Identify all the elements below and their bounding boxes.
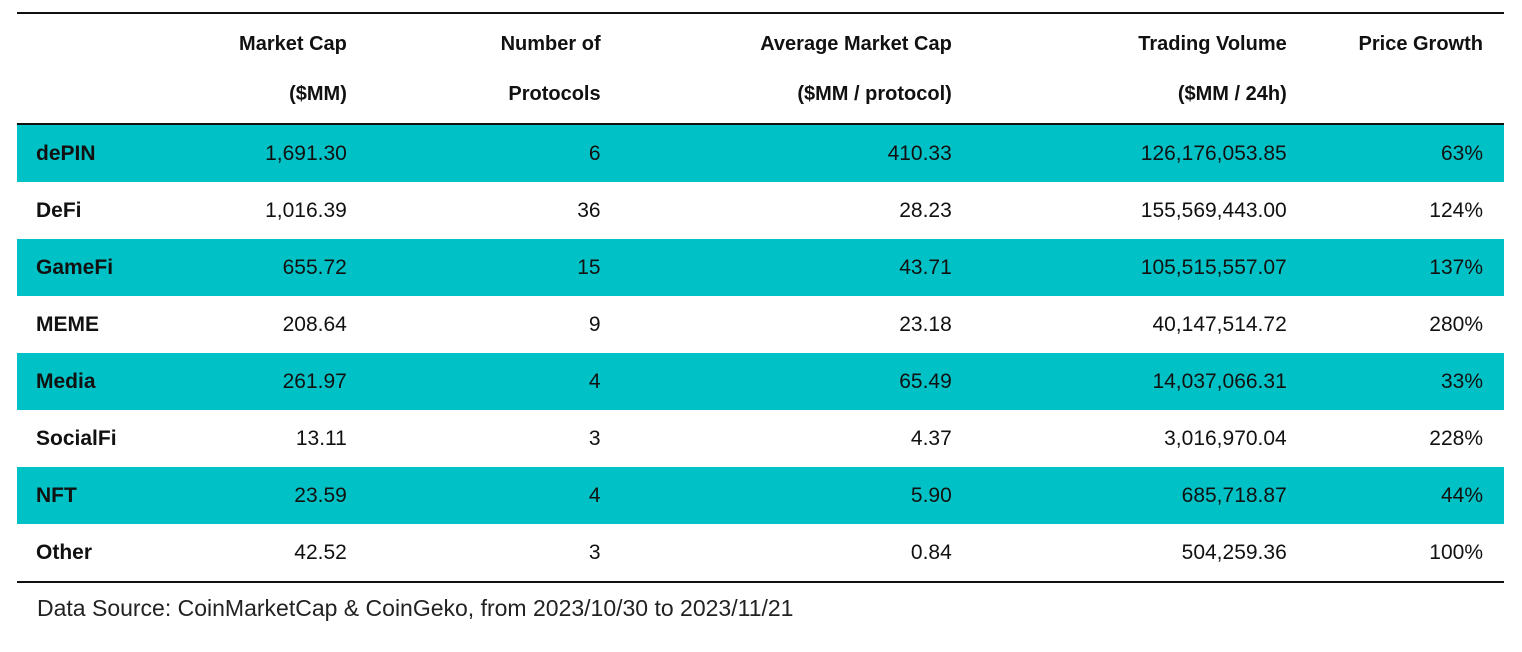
cell-protocols: 36 — [577, 198, 601, 222]
cell-avg-market-cap: 23.18 — [899, 312, 952, 336]
cell-market-cap: 261.97 — [179, 353, 347, 410]
header-line: Average Market Cap — [760, 33, 952, 55]
cell-trading-volume: 40,147,514.72 — [1152, 312, 1287, 336]
cell-avg-market-cap: 4.37 — [910, 426, 952, 450]
cell-avg-market-cap: 410.33 — [600, 124, 952, 182]
cell-price-growth: 124% — [1429, 198, 1483, 222]
header-line: Market Cap — [239, 33, 347, 55]
crypto-sector-table-container: Market Cap ($MM) Number of Protocols Ave… — [17, 12, 1504, 583]
cell-protocols: 15 — [346, 239, 601, 296]
header-protocols: Number of Protocols — [347, 13, 601, 124]
cell-price-growth: 280% — [1429, 312, 1483, 336]
cell-price-growth: 228% — [1429, 426, 1483, 450]
header-line: ($MM) — [289, 83, 347, 105]
cell-trading-volume: 504,259.36 — [1181, 540, 1287, 564]
cell-protocols: 3 — [588, 426, 601, 450]
header-line: Protocols — [508, 83, 601, 105]
cell-protocols: 6 — [346, 124, 601, 182]
table-row: DeFi 1,016.39 36 28.23 155,569,443.00 12… — [17, 182, 1504, 239]
cell-trading-volume: 685,718.87 — [951, 467, 1287, 524]
cell-category: Other — [36, 540, 93, 564]
header-line: Price Growth — [1358, 33, 1483, 55]
table-row: dePIN 1,691.30 6 410.33 126,176,053.85 6… — [17, 124, 1504, 182]
table-row: SocialFi 13.11 3 4.37 3,016,970.04 228% — [17, 410, 1504, 467]
header-line: Trading Volume — [1138, 33, 1287, 55]
cell-trading-volume: 126,176,053.85 — [951, 124, 1287, 182]
cell-price-growth: 137% — [1286, 239, 1504, 296]
cell-price-growth: 63% — [1286, 124, 1504, 182]
header-avg-market-cap: Average Market Cap ($MM / protocol) — [601, 13, 952, 124]
header-category — [17, 13, 179, 124]
table-row: Media 261.97 4 65.49 14,037,066.31 33% — [17, 353, 1504, 410]
cell-category: DeFi — [36, 198, 82, 222]
header-line: ($MM / 24h) — [1177, 83, 1287, 105]
cell-trading-volume: 105,515,557.07 — [951, 239, 1287, 296]
cell-market-cap: 1,016.39 — [265, 198, 347, 222]
cell-trading-volume: 155,569,443.00 — [1140, 198, 1287, 222]
cell-category: SocialFi — [36, 426, 117, 450]
cell-avg-market-cap: 43.71 — [600, 239, 952, 296]
cell-market-cap: 13.11 — [295, 426, 347, 450]
cell-market-cap: 42.52 — [294, 540, 347, 564]
header-trading-volume: Trading Volume ($MM / 24h) — [952, 13, 1287, 124]
header-line: Number of — [500, 33, 601, 55]
cell-avg-market-cap: 5.90 — [600, 467, 952, 524]
cell-market-cap: 1,691.30 — [179, 124, 347, 182]
table-row: Other 42.52 3 0.84 504,259.36 100% — [17, 524, 1504, 582]
cell-protocols: 4 — [346, 353, 601, 410]
cell-category: dePIN — [17, 124, 180, 182]
cell-avg-market-cap: 28.23 — [899, 198, 952, 222]
table-row: GameFi 655.72 15 43.71 105,515,557.07 13… — [17, 239, 1504, 296]
cell-protocols: 3 — [588, 540, 601, 564]
cell-protocols: 9 — [588, 312, 601, 336]
cell-price-growth: 100% — [1429, 540, 1483, 564]
cell-avg-market-cap: 0.84 — [910, 540, 952, 564]
cell-protocols: 4 — [346, 467, 601, 524]
cell-price-growth: 33% — [1286, 353, 1504, 410]
header-price-growth: Price Growth — [1287, 13, 1504, 124]
cell-market-cap: 655.72 — [179, 239, 347, 296]
cell-category: Media — [17, 353, 180, 410]
cell-trading-volume: 14,037,066.31 — [951, 353, 1287, 410]
header-market-cap: Market Cap ($MM) — [179, 13, 347, 124]
table-row: NFT 23.59 4 5.90 685,718.87 44% — [17, 467, 1504, 524]
crypto-sector-table: Market Cap ($MM) Number of Protocols Ave… — [17, 12, 1504, 583]
cell-category: MEME — [36, 312, 99, 336]
cell-avg-market-cap: 65.49 — [600, 353, 952, 410]
cell-category: GameFi — [17, 239, 180, 296]
data-source-note: Data Source: CoinMarketCap & CoinGeko, f… — [37, 595, 794, 621]
cell-market-cap: 23.59 — [179, 467, 347, 524]
table-header-row: Market Cap ($MM) Number of Protocols Ave… — [17, 13, 1504, 124]
cell-market-cap: 208.64 — [282, 312, 347, 336]
cell-trading-volume: 3,016,970.04 — [1164, 426, 1287, 450]
table-row: MEME 208.64 9 23.18 40,147,514.72 280% — [17, 296, 1504, 353]
header-line: ($MM / protocol) — [797, 83, 952, 105]
cell-price-growth: 44% — [1286, 467, 1504, 524]
cell-category: NFT — [17, 467, 180, 524]
